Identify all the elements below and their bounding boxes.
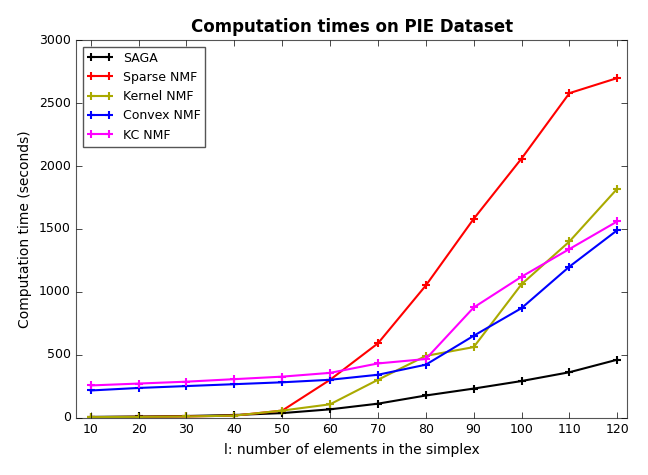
Convex NMF <box>326 377 334 383</box>
Sparse NMF <box>326 377 334 383</box>
KC NMF <box>135 380 143 386</box>
KC NMF <box>470 304 478 310</box>
Convex NMF <box>614 228 621 233</box>
KC NMF <box>518 274 526 280</box>
KC NMF <box>422 356 430 362</box>
Kernel NMF <box>231 413 238 418</box>
SAGA <box>518 378 526 384</box>
Sparse NMF <box>518 156 526 162</box>
Y-axis label: Computation time (seconds): Computation time (seconds) <box>18 130 32 328</box>
SAGA <box>422 393 430 399</box>
SAGA <box>470 386 478 391</box>
Sparse NMF <box>231 413 238 418</box>
Kernel NMF <box>422 353 430 359</box>
Line: SAGA: SAGA <box>87 355 621 421</box>
SAGA <box>135 414 143 419</box>
Convex NMF <box>87 388 95 393</box>
Convex NMF <box>183 383 191 389</box>
Convex NMF <box>470 333 478 339</box>
Convex NMF <box>566 264 573 269</box>
Kernel NMF <box>279 408 286 413</box>
Sparse NMF <box>183 414 191 419</box>
Line: Kernel NMF: Kernel NMF <box>87 184 621 421</box>
Convex NMF <box>279 380 286 385</box>
Convex NMF <box>422 362 430 368</box>
Sparse NMF <box>566 90 573 96</box>
Convex NMF <box>518 305 526 311</box>
SAGA <box>374 401 382 407</box>
Convex NMF <box>374 372 382 378</box>
Title: Computation times on PIE Dataset: Computation times on PIE Dataset <box>191 18 513 36</box>
KC NMF <box>231 376 238 382</box>
SAGA <box>279 410 286 416</box>
Sparse NMF <box>422 283 430 288</box>
Kernel NMF <box>614 186 621 191</box>
Sparse NMF <box>87 414 95 420</box>
SAGA <box>231 412 238 418</box>
Kernel NMF <box>566 238 573 244</box>
Sparse NMF <box>374 341 382 346</box>
Kernel NMF <box>470 344 478 350</box>
KC NMF <box>614 218 621 224</box>
Line: KC NMF: KC NMF <box>87 217 621 390</box>
KC NMF <box>279 374 286 380</box>
Sparse NMF <box>279 408 286 413</box>
Sparse NMF <box>470 216 478 222</box>
Sparse NMF <box>135 414 143 420</box>
KC NMF <box>87 382 95 388</box>
KC NMF <box>326 370 334 376</box>
X-axis label: l: number of elements in the simplex: l: number of elements in the simplex <box>224 443 480 457</box>
Kernel NMF <box>374 377 382 383</box>
Line: Sparse NMF: Sparse NMF <box>87 74 621 421</box>
SAGA <box>614 357 621 362</box>
SAGA <box>87 414 95 420</box>
KC NMF <box>374 361 382 366</box>
Kernel NMF <box>87 414 95 420</box>
Sparse NMF <box>614 75 621 81</box>
Kernel NMF <box>518 281 526 287</box>
SAGA <box>566 370 573 375</box>
Kernel NMF <box>326 401 334 407</box>
Legend: SAGA, Sparse NMF, Kernel NMF, Convex NMF, KC NMF: SAGA, Sparse NMF, Kernel NMF, Convex NMF… <box>83 47 205 147</box>
KC NMF <box>566 246 573 252</box>
Convex NMF <box>231 381 238 387</box>
SAGA <box>183 413 191 419</box>
Kernel NMF <box>183 414 191 419</box>
Line: Convex NMF: Convex NMF <box>87 226 621 395</box>
SAGA <box>326 407 334 412</box>
Convex NMF <box>135 385 143 391</box>
Kernel NMF <box>135 414 143 420</box>
KC NMF <box>183 379 191 385</box>
